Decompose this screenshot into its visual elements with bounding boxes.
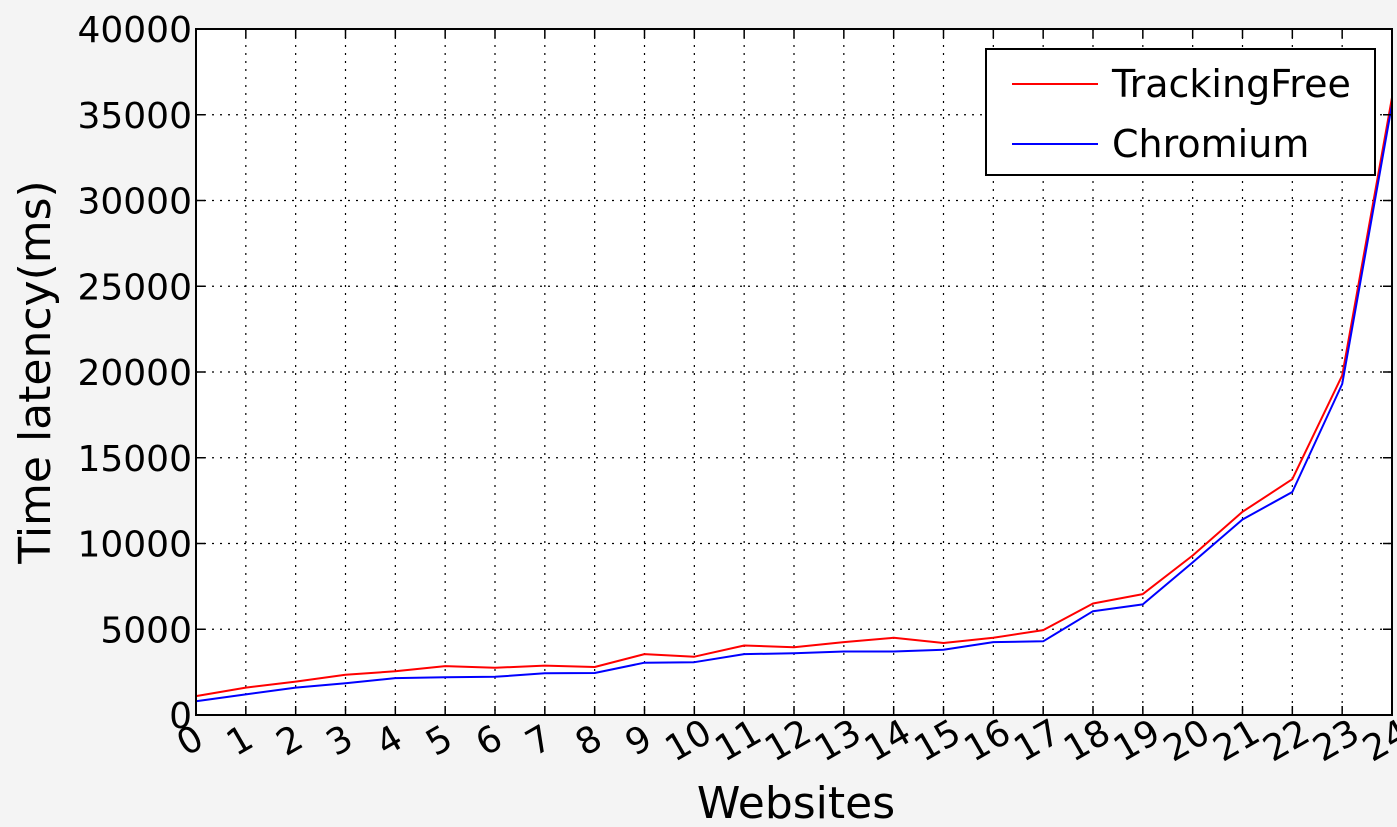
x-tick-label: 15 <box>908 712 968 770</box>
x-tick-label: 21 <box>1207 712 1267 770</box>
legend: TrackingFree Chromium <box>985 48 1376 176</box>
x-tick-label: 11 <box>708 712 768 770</box>
x-tick-label: 9 <box>619 718 659 765</box>
x-tick-label: 14 <box>858 712 918 770</box>
x-tick-label: 4 <box>369 718 409 765</box>
x-tick-label: 17 <box>1007 712 1067 770</box>
y-axis-ticks: 0 5000 10000 15000 20000 25000 30000 35000 40000 <box>77 10 1392 737</box>
x-tick-label: 10 <box>658 712 718 770</box>
y-axis-label: Time latency(ms) <box>10 180 61 564</box>
x-tick-label: 3 <box>320 718 360 765</box>
y-tick-label: 40000 <box>77 10 192 51</box>
legend-label-chromium: Chromium <box>1112 122 1309 166</box>
y-tick-label: 35000 <box>77 96 192 137</box>
series-lines <box>195 97 1393 703</box>
x-tick-label: 22 <box>1256 712 1316 770</box>
x-tick-label: 23 <box>1306 712 1366 770</box>
x-tick-label: 5 <box>419 718 459 765</box>
x-tick-label: 16 <box>957 712 1017 770</box>
x-tick-label: 0 <box>170 718 210 765</box>
y-tick-label: 20000 <box>77 353 192 394</box>
series-line-trackingfree <box>195 97 1393 698</box>
series-line-chromium <box>195 104 1393 703</box>
y-tick-label: 5000 <box>100 610 192 651</box>
x-tick-label: 12 <box>758 712 818 770</box>
x-axis-label: Websites <box>697 778 895 827</box>
y-tick-label: 25000 <box>77 267 192 308</box>
x-tick-label: 2 <box>270 718 310 765</box>
y-tick-label: 10000 <box>77 525 192 566</box>
x-tick-label: 8 <box>569 718 609 765</box>
x-tick-label: 20 <box>1157 712 1217 770</box>
x-tick-label: 6 <box>469 718 509 765</box>
legend-box <box>985 48 1376 176</box>
x-tick-label: 13 <box>808 712 868 770</box>
x-tick-label: 1 <box>220 718 260 765</box>
y-tick-label: 15000 <box>77 439 192 480</box>
x-tick-label: 24 <box>1356 712 1397 770</box>
x-tick-label: 19 <box>1107 712 1167 770</box>
x-tick-label: 7 <box>519 718 559 765</box>
y-tick-label: 30000 <box>77 182 192 223</box>
y-tick-label: 0 <box>169 696 192 737</box>
x-tick-label: 18 <box>1057 712 1117 770</box>
legend-label-trackingfree: TrackingFree <box>1111 62 1351 106</box>
